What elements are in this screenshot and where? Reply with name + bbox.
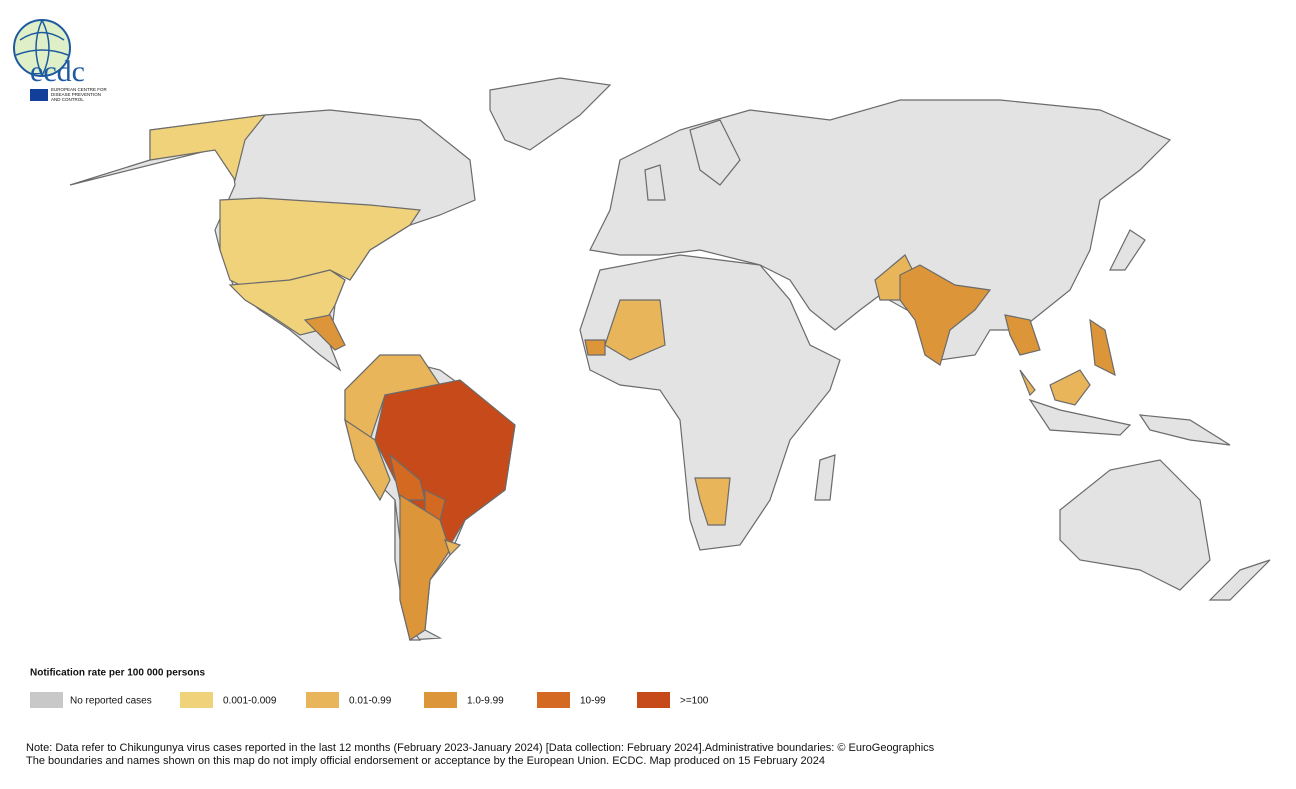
japan	[1109, 229, 1146, 271]
legend-label: 0.001-0.009	[223, 696, 277, 707]
scandinavia	[689, 119, 741, 186]
logo-acronym: ecdc	[30, 55, 85, 88]
legend-title: Notification rate per 100 000 persons	[30, 668, 206, 679]
borneo	[1049, 369, 1091, 406]
thailand	[1004, 314, 1041, 356]
mali	[604, 299, 666, 361]
legend-swatch	[537, 692, 570, 708]
madagascar	[814, 454, 836, 501]
indonesia	[1028, 398, 1132, 436]
india	[899, 264, 992, 366]
philippines	[1089, 318, 1116, 377]
legend-swatch	[637, 692, 670, 708]
legend-label: >=100	[680, 696, 709, 707]
logo-lines	[15, 19, 69, 77]
malaysia	[1019, 369, 1036, 397]
namibia	[694, 477, 731, 526]
legend-label: 10-99	[580, 696, 606, 707]
uk	[644, 164, 666, 201]
new-guinea	[1138, 414, 1231, 446]
peru	[344, 418, 391, 502]
alaska	[149, 114, 267, 182]
greenland	[489, 77, 612, 151]
australia	[1059, 459, 1211, 591]
legend: Notification rate per 100 000 persons No…	[30, 668, 709, 708]
logo-name: EUROPEAN CENTRE FOR	[51, 87, 108, 92]
logo-name: AND CONTROL	[51, 97, 84, 102]
logo: ecdc EUROPEAN CENTRE FOR DISEASE PREVENT…	[13, 19, 108, 102]
new-zealand	[1208, 559, 1271, 601]
brazil	[374, 379, 516, 546]
world-map	[69, 77, 1271, 641]
logo-name: DISEASE PREVENTION	[51, 92, 101, 97]
legend-swatch	[306, 692, 339, 708]
legend-label: 0.01-0.99	[349, 696, 392, 707]
senegal	[584, 339, 606, 356]
argentina	[399, 493, 451, 641]
legend-swatch	[180, 692, 213, 708]
central-america	[303, 314, 346, 351]
note: The boundaries and names shown on this m…	[26, 755, 825, 767]
legend-label: No reported cases	[70, 696, 152, 707]
eu-flag	[30, 89, 48, 101]
legend-swatch	[30, 692, 63, 708]
uruguay	[444, 539, 462, 557]
usa	[219, 197, 422, 291]
legend-label: 1.0-9.99	[467, 696, 504, 707]
note: Note: Data refer to Chikungunya virus ca…	[26, 742, 935, 754]
legend-swatch	[424, 692, 457, 708]
